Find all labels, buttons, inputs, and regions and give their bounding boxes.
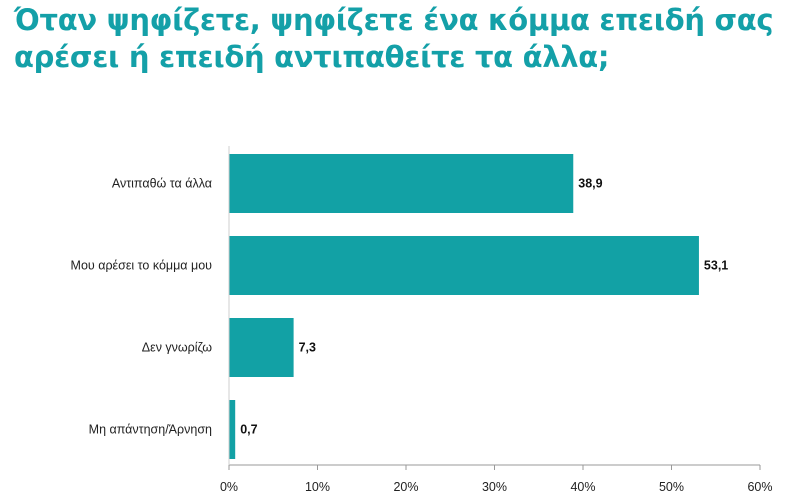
category-label-3: Δεν γνωρίζω — [142, 341, 212, 355]
chart-title-line-1: Όταν ψηφίζετε, ψηφίζετε ένα κόμμα επειδή… — [14, 3, 774, 37]
category-label-2: Μου αρέσει το κόμμα μου — [71, 259, 213, 273]
bar-3 — [229, 318, 294, 377]
bar-1 — [229, 154, 574, 213]
chart-title-line-2: αρέσει ή επειδή αντιπαθείτε τα άλλα; — [14, 40, 610, 74]
x-tick-label-30: 30% — [482, 480, 507, 494]
x-tick-label-60: 60% — [747, 480, 772, 494]
x-tick-label-10: 10% — [305, 480, 330, 494]
value-label-3: 7,3 — [299, 341, 316, 355]
value-label-4: 0,7 — [240, 423, 257, 437]
x-tick-label-20: 20% — [393, 480, 418, 494]
x-axis: 0% 10% 20% 30% 40% 50% 60% — [220, 146, 773, 494]
bar-2 — [229, 236, 699, 295]
category-label-1: Αντιπαθώ τα άλλα — [112, 177, 212, 191]
x-tick-label-0: 0% — [220, 480, 238, 494]
value-label-1: 38,9 — [578, 177, 602, 191]
bars-group — [229, 154, 699, 459]
category-label-4: Μη απάντηση/Άρνηση — [89, 423, 212, 437]
value-labels-group: 38,9 53,1 7,3 0,7 — [240, 177, 728, 437]
x-tick-label-50: 50% — [659, 480, 684, 494]
chart-title: Όταν ψηφίζετε, ψηφίζετε ένα κόμμα επειδή… — [14, 2, 794, 76]
bar-4 — [229, 400, 236, 459]
category-labels-group: Αντιπαθώ τα άλλα Μου αρέσει το κόμμα μου Δ… — [71, 177, 213, 437]
x-tick-label-40: 40% — [570, 480, 595, 494]
value-label-2: 53,1 — [704, 259, 728, 273]
